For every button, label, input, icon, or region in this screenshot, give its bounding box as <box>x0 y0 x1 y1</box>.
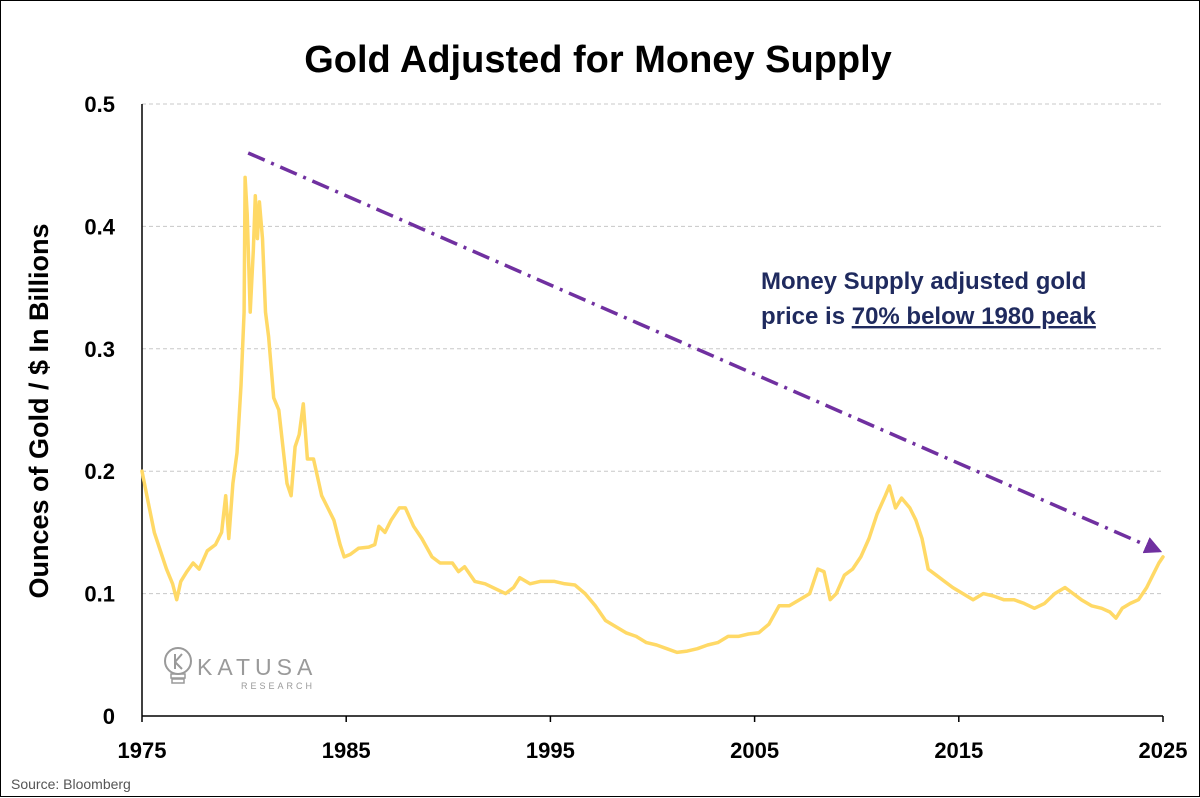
annotation-prefix: price is <box>761 303 852 330</box>
y-tick-label: 0.5 <box>84 92 115 117</box>
x-tick-label: 2005 <box>730 738 779 763</box>
chart-title: Gold Adjusted for Money Supply <box>304 39 892 81</box>
lightbulb-k-icon <box>164 647 192 684</box>
y-tick-label: 0.1 <box>84 582 115 607</box>
trend-arrow <box>247 151 1163 554</box>
x-tick-label: 1975 <box>118 738 167 763</box>
x-tick-label: 1995 <box>526 738 575 763</box>
x-axis-ticks: 1975 1985 1995 2005 2015 2025 <box>118 716 1188 763</box>
y-tick-label: 0.4 <box>84 214 115 239</box>
annotation-line-2: price is 70% below 1980 peak <box>761 303 1097 330</box>
series-line-gold <box>140 175 1165 655</box>
annotation-line-1: Money Supply adjusted gold <box>761 268 1086 295</box>
y-axis-label: Ounces of Gold / $ In Billions <box>24 223 54 598</box>
annotation-highlight: 70% below 1980 peak <box>852 303 1097 330</box>
source-note: Source: Bloomberg <box>11 776 131 792</box>
x-tick-label: 2015 <box>934 738 983 763</box>
logo: KATUSA RESEARCH <box>164 647 317 691</box>
y-axis-ticks: 0 0.1 0.2 0.3 0.4 0.5 <box>84 92 115 729</box>
x-tick-label: 2025 <box>1139 738 1188 763</box>
y-tick-label: 0 <box>103 704 115 729</box>
gridlines <box>142 103 1163 595</box>
y-tick-label: 0.3 <box>84 337 115 362</box>
y-tick-label: 0.2 <box>84 459 115 484</box>
logo-name: KATUSA <box>197 654 317 680</box>
x-tick-label: 1985 <box>322 738 371 763</box>
logo-subtitle: RESEARCH <box>241 681 315 691</box>
